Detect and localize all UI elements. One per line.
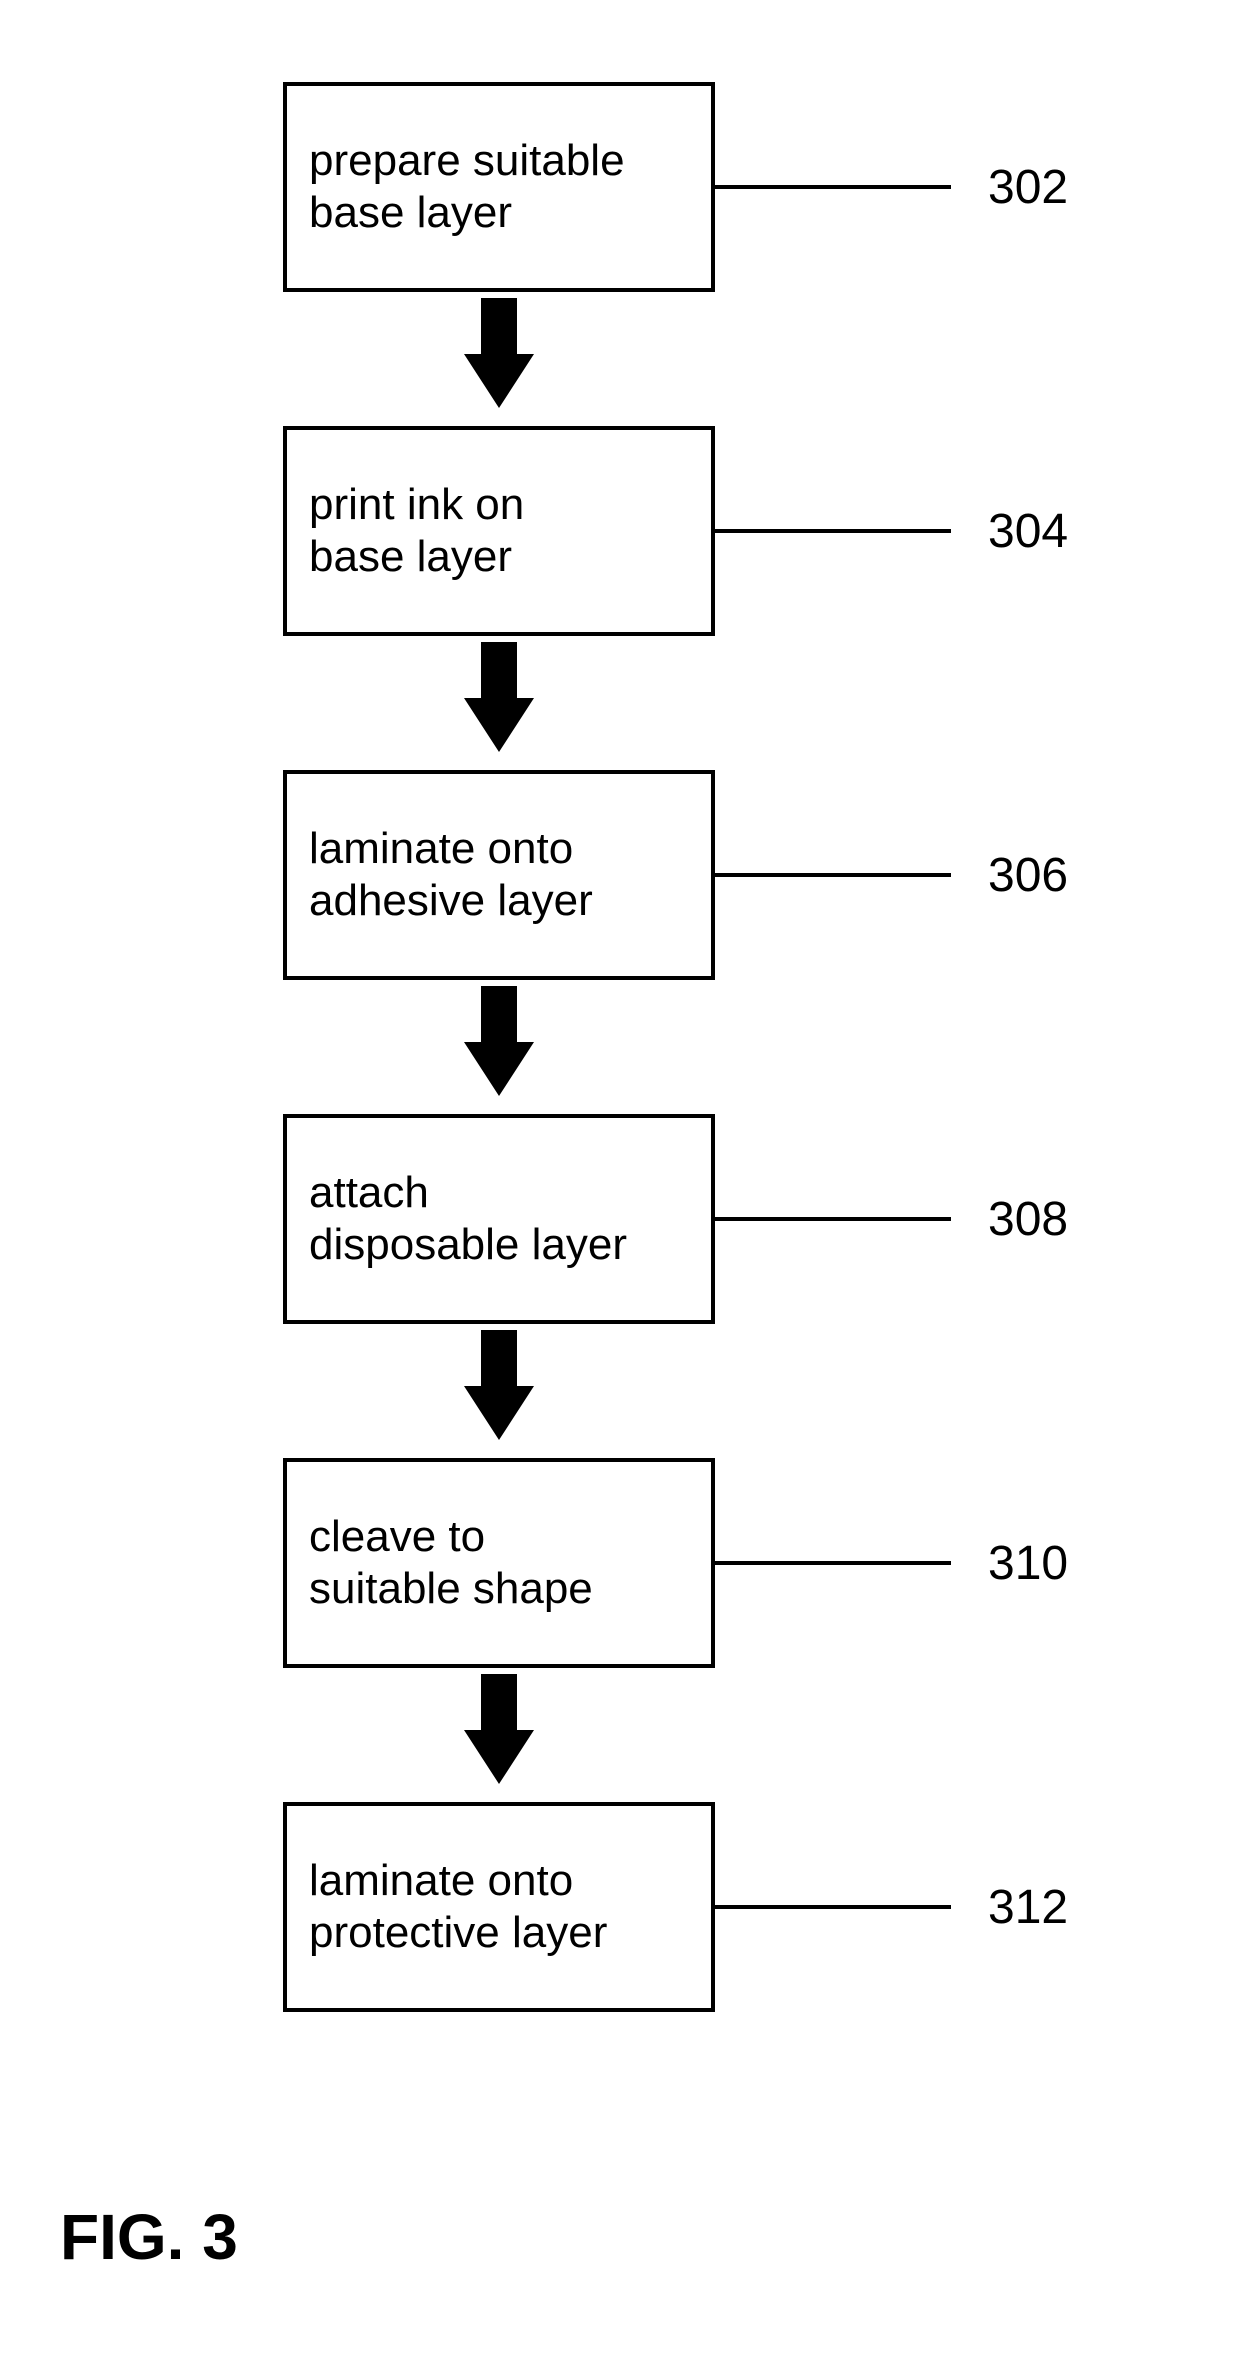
flow-step-box: laminate ontoadhesive layer [283, 770, 715, 980]
flow-step-box: attachdisposable layer [283, 1114, 715, 1324]
down-arrow-icon [464, 986, 534, 1096]
ref-numeral: 312 [988, 1880, 1068, 1935]
leader-line [715, 1217, 951, 1221]
down-arrow-icon [464, 298, 534, 408]
flow-step-text: laminate ontoprotective layer [309, 1855, 607, 1959]
flow-step-text: print ink onbase layer [309, 479, 524, 583]
flow-step-text: cleave tosuitable shape [309, 1511, 593, 1615]
leader-line [715, 185, 951, 189]
ref-numeral: 308 [988, 1192, 1068, 1247]
down-arrow-icon [464, 1674, 534, 1784]
flow-step-box: cleave tosuitable shape [283, 1458, 715, 1668]
figure-label: FIG. 3 [60, 2200, 238, 2274]
down-arrow-icon [464, 642, 534, 752]
down-arrow-icon [464, 1330, 534, 1440]
leader-line [715, 1905, 951, 1909]
ref-numeral: 302 [988, 160, 1068, 215]
ref-numeral: 304 [988, 504, 1068, 559]
leader-line [715, 1561, 951, 1565]
flow-step-box: laminate ontoprotective layer [283, 1802, 715, 2012]
flow-step-text: attachdisposable layer [309, 1167, 627, 1271]
ref-numeral: 310 [988, 1536, 1068, 1591]
flow-step-text: prepare suitablebase layer [309, 135, 625, 239]
flow-step-box: prepare suitablebase layer [283, 82, 715, 292]
flow-step-box: print ink onbase layer [283, 426, 715, 636]
ref-numeral: 306 [988, 848, 1068, 903]
leader-line [715, 873, 951, 877]
flow-step-text: laminate ontoadhesive layer [309, 823, 593, 927]
leader-line [715, 529, 951, 533]
